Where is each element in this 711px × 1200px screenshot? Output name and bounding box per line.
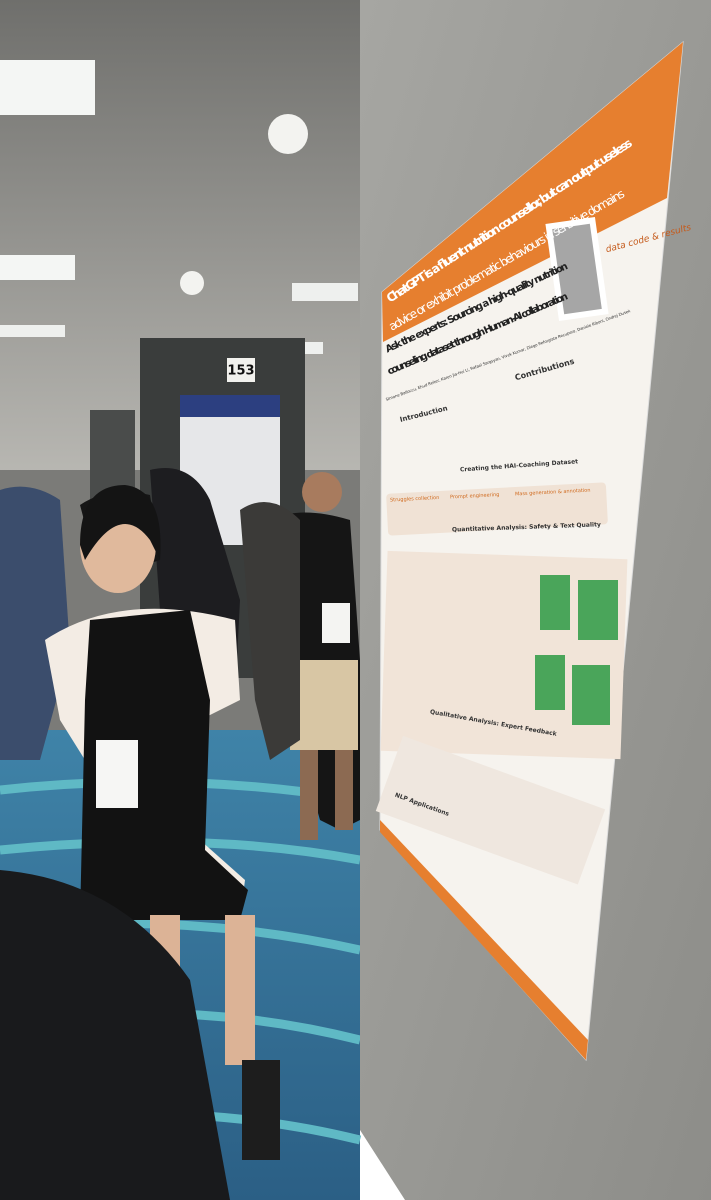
poster [375, 40, 684, 1062]
pipeline-step: Mass generation & annotation [515, 488, 591, 498]
booth-number: 153 [227, 364, 254, 379]
pipeline-step: Prompt engineering [450, 492, 500, 501]
pipeline-step: Struggles collection [390, 495, 440, 504]
people [0, 468, 360, 1200]
results-bars [535, 575, 618, 725]
